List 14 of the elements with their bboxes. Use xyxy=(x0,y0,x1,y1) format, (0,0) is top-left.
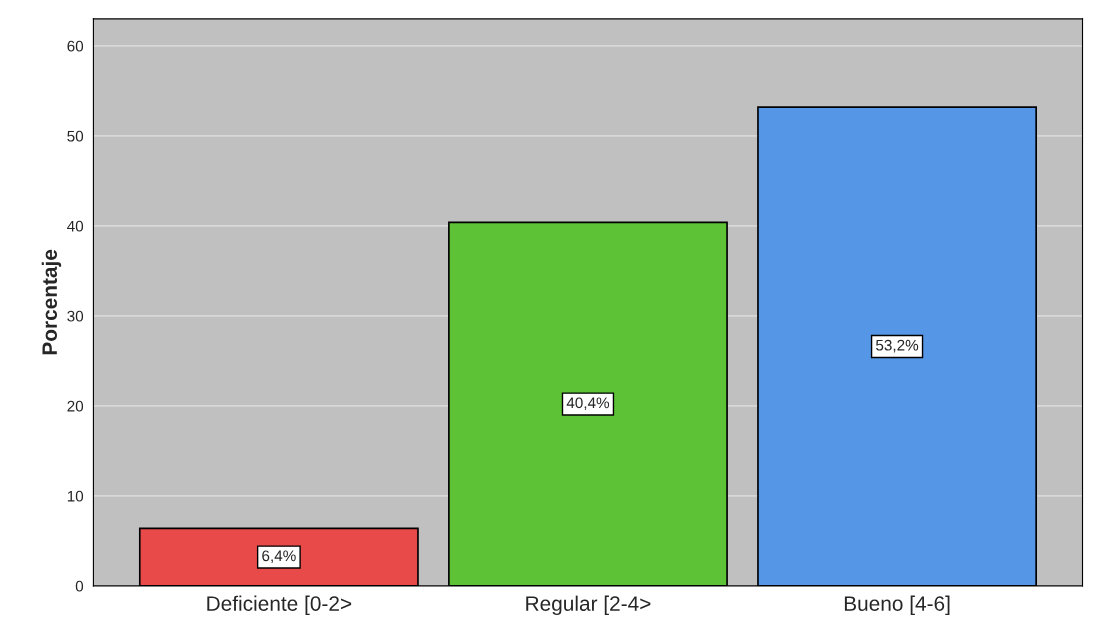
y-tick-label: 50 xyxy=(67,130,84,142)
data-label: 6,4% xyxy=(262,550,296,564)
y-tick-label: 40 xyxy=(67,220,84,232)
x-tick-label: Deficiente [0-2> xyxy=(207,595,352,616)
data-label: 53,2% xyxy=(876,339,919,353)
y-tick-label: 60 xyxy=(67,40,84,52)
x-tick-label: Regular [2-4> xyxy=(526,595,651,616)
data-label: 40,4% xyxy=(566,397,610,411)
y-axis-title: Porcentaje xyxy=(41,249,62,355)
y-tick-label: 20 xyxy=(67,400,84,412)
x-tick-label: Bueno [4-6] xyxy=(844,595,950,616)
y-tick-label: 0 xyxy=(75,580,84,592)
y-tick-label: 10 xyxy=(67,490,84,502)
y-tick-label: 30 xyxy=(67,310,84,322)
